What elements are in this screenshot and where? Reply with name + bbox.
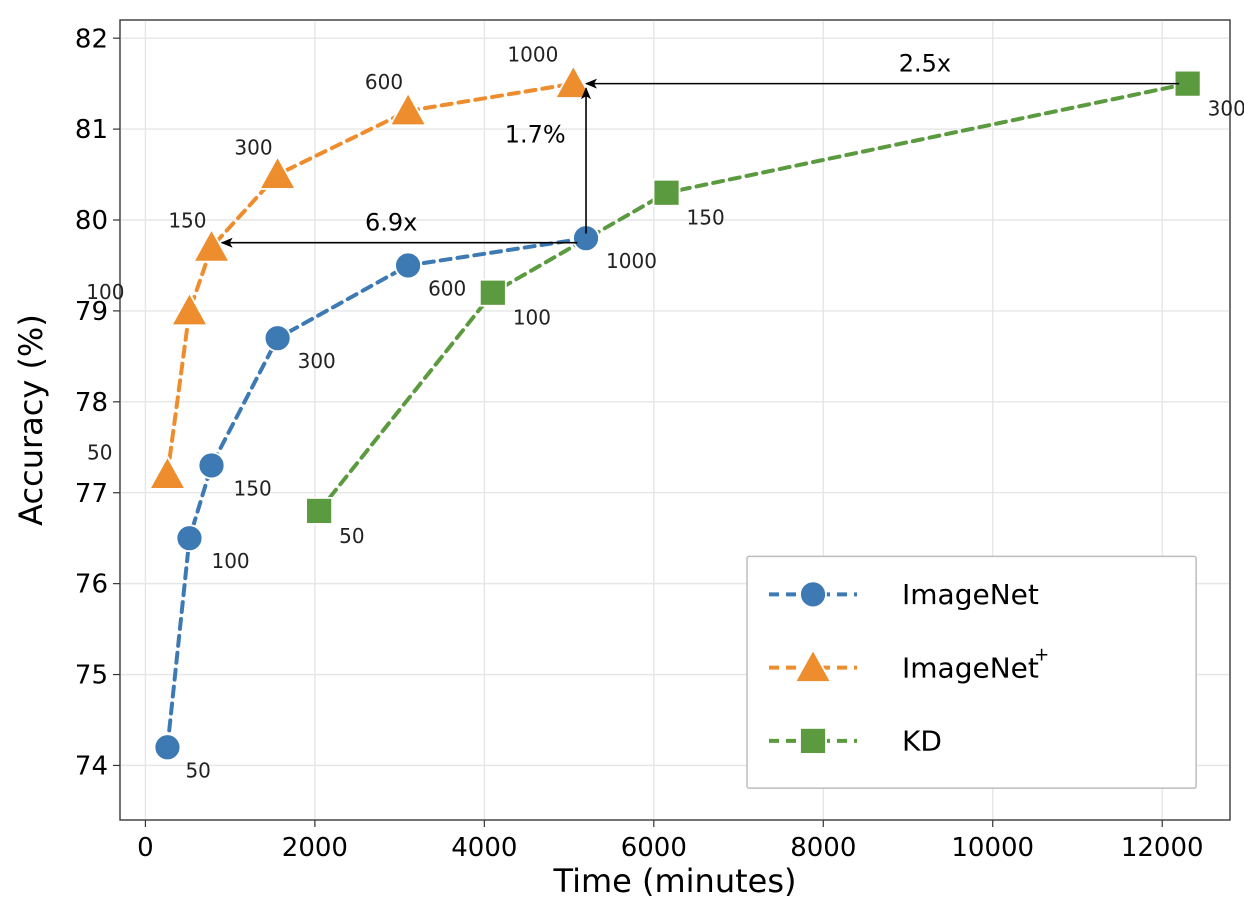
point-label: 300 xyxy=(234,136,272,160)
annotation-label: 1.7% xyxy=(505,121,566,149)
point-label: 100 xyxy=(86,280,124,304)
legend-label-sup: + xyxy=(1034,645,1049,666)
x-tick-label: 12000 xyxy=(1121,833,1204,863)
y-axis-label: Accuracy (%) xyxy=(12,314,50,526)
x-tick-label: 6000 xyxy=(621,833,687,863)
y-tick-label: 74 xyxy=(75,752,108,782)
x-axis-label: Time (minutes) xyxy=(553,862,797,900)
x-tick-label: 8000 xyxy=(790,833,856,863)
point-label: 50 xyxy=(87,441,112,465)
point-label: 1000 xyxy=(507,43,558,67)
legend-label: ImageNet xyxy=(902,651,1039,684)
y-tick-label: 77 xyxy=(75,479,108,509)
point-label: 100 xyxy=(513,306,551,330)
annotation-label: 2.5x xyxy=(899,50,951,78)
legend-label: KD xyxy=(902,725,942,758)
y-tick-label: 78 xyxy=(75,388,108,418)
point-label: 150 xyxy=(687,206,725,230)
y-tick-label: 80 xyxy=(75,206,108,236)
x-tick-label: 0 xyxy=(137,833,154,863)
chart-container: 0200040006000800010000120007475767778798… xyxy=(0,0,1244,922)
x-tick-label: 10000 xyxy=(951,833,1034,863)
x-tick-label: 4000 xyxy=(451,833,517,863)
y-tick-label: 81 xyxy=(75,115,108,145)
point-label: 300 xyxy=(298,349,336,373)
point-label: 300 xyxy=(1208,97,1244,121)
point-label: 100 xyxy=(211,549,249,573)
point-label: 150 xyxy=(168,208,206,232)
point-label: 50 xyxy=(339,524,364,548)
y-tick-label: 75 xyxy=(75,661,108,691)
legend-label: ImageNet xyxy=(902,578,1039,611)
point-label: 1000 xyxy=(606,249,657,273)
point-label: 600 xyxy=(365,70,403,94)
chart-svg: 0200040006000800010000120007475767778798… xyxy=(0,0,1244,922)
point-label: 150 xyxy=(234,476,272,500)
point-label: 600 xyxy=(428,276,466,300)
y-tick-label: 76 xyxy=(75,570,108,600)
annotation-label: 6.9x xyxy=(365,209,417,237)
point-label: 50 xyxy=(185,758,210,782)
y-tick-label: 82 xyxy=(75,24,108,54)
x-tick-label: 2000 xyxy=(282,833,348,863)
